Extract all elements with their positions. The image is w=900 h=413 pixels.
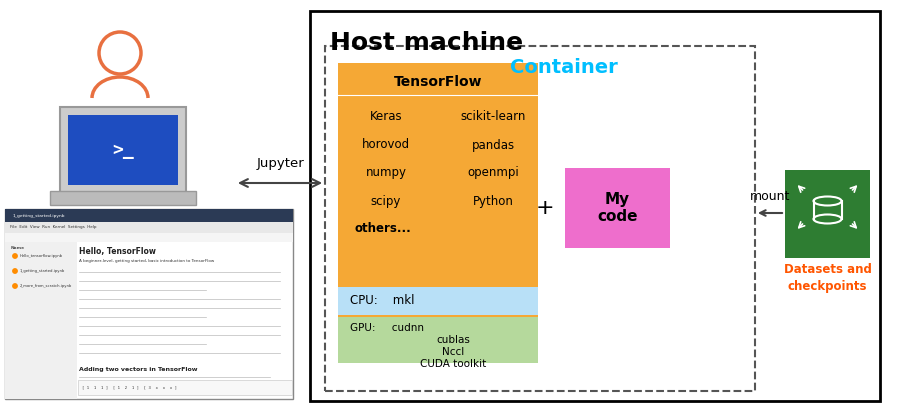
Text: +: + bbox=[536, 198, 554, 218]
FancyBboxPatch shape bbox=[5, 242, 77, 399]
Text: Name: Name bbox=[11, 246, 25, 250]
Text: 2_more_from_scratch.ipynb: 2_more_from_scratch.ipynb bbox=[20, 284, 72, 288]
Circle shape bbox=[13, 254, 17, 258]
FancyBboxPatch shape bbox=[310, 11, 880, 401]
Text: My
code: My code bbox=[598, 192, 638, 224]
Text: [ 1  1  1 ]  [ 1  2  1 ]  [ 3  x  x  x ]: [ 1 1 1 ] [ 1 2 1 ] [ 3 x x x ] bbox=[82, 385, 177, 389]
Text: CUDA toolkit: CUDA toolkit bbox=[420, 359, 486, 369]
Text: 1_getting_started.ipynb: 1_getting_started.ipynb bbox=[13, 214, 66, 218]
Text: Python: Python bbox=[472, 195, 513, 207]
Text: GPU:     cudnn: GPU: cudnn bbox=[350, 323, 424, 333]
Bar bbox=[325, 46, 755, 391]
Text: File  Edit  View  Run  Kernel  Settings  Help: File Edit View Run Kernel Settings Help bbox=[10, 225, 96, 230]
Text: Datasets and
checkpoints: Datasets and checkpoints bbox=[784, 263, 871, 293]
FancyBboxPatch shape bbox=[338, 317, 538, 363]
Text: numpy: numpy bbox=[365, 166, 407, 180]
Text: TensorFlow: TensorFlow bbox=[394, 75, 482, 89]
FancyBboxPatch shape bbox=[68, 115, 178, 185]
Text: openmpi: openmpi bbox=[467, 166, 519, 180]
FancyBboxPatch shape bbox=[5, 209, 293, 222]
Text: A beginner-level, getting started, basic introduction to TensorFlow: A beginner-level, getting started, basic… bbox=[79, 259, 214, 263]
Text: scikit-learn: scikit-learn bbox=[460, 111, 526, 123]
FancyBboxPatch shape bbox=[338, 287, 538, 315]
FancyBboxPatch shape bbox=[50, 191, 196, 205]
Circle shape bbox=[13, 269, 17, 273]
Text: scipy: scipy bbox=[371, 195, 401, 207]
Text: Hello, TensorFlow: Hello, TensorFlow bbox=[79, 247, 156, 256]
Text: Keras: Keras bbox=[370, 111, 402, 123]
FancyBboxPatch shape bbox=[78, 380, 292, 395]
Text: >_: >_ bbox=[112, 141, 134, 159]
Text: Jupyter: Jupyter bbox=[256, 157, 304, 170]
Text: Container: Container bbox=[510, 58, 617, 77]
Text: others...: others... bbox=[355, 223, 411, 235]
FancyBboxPatch shape bbox=[5, 222, 293, 233]
Text: Host machine: Host machine bbox=[330, 31, 523, 55]
Text: Nccl: Nccl bbox=[442, 347, 464, 357]
Text: Hello_tensorflow.ipynb: Hello_tensorflow.ipynb bbox=[20, 254, 63, 258]
Text: mount: mount bbox=[750, 190, 790, 203]
FancyBboxPatch shape bbox=[338, 63, 538, 363]
Circle shape bbox=[13, 284, 17, 288]
FancyBboxPatch shape bbox=[785, 170, 870, 258]
Text: pandas: pandas bbox=[472, 138, 515, 152]
Text: 1_getting_started.ipynb: 1_getting_started.ipynb bbox=[20, 269, 65, 273]
Text: Adding two vectors in TensorFlow: Adding two vectors in TensorFlow bbox=[79, 367, 197, 372]
FancyBboxPatch shape bbox=[60, 107, 186, 193]
FancyBboxPatch shape bbox=[5, 209, 293, 399]
FancyBboxPatch shape bbox=[565, 168, 670, 248]
Text: CPU:    mkl: CPU: mkl bbox=[350, 294, 415, 308]
Text: horovod: horovod bbox=[362, 138, 410, 152]
FancyBboxPatch shape bbox=[5, 233, 293, 242]
Text: cublas: cublas bbox=[436, 335, 470, 345]
